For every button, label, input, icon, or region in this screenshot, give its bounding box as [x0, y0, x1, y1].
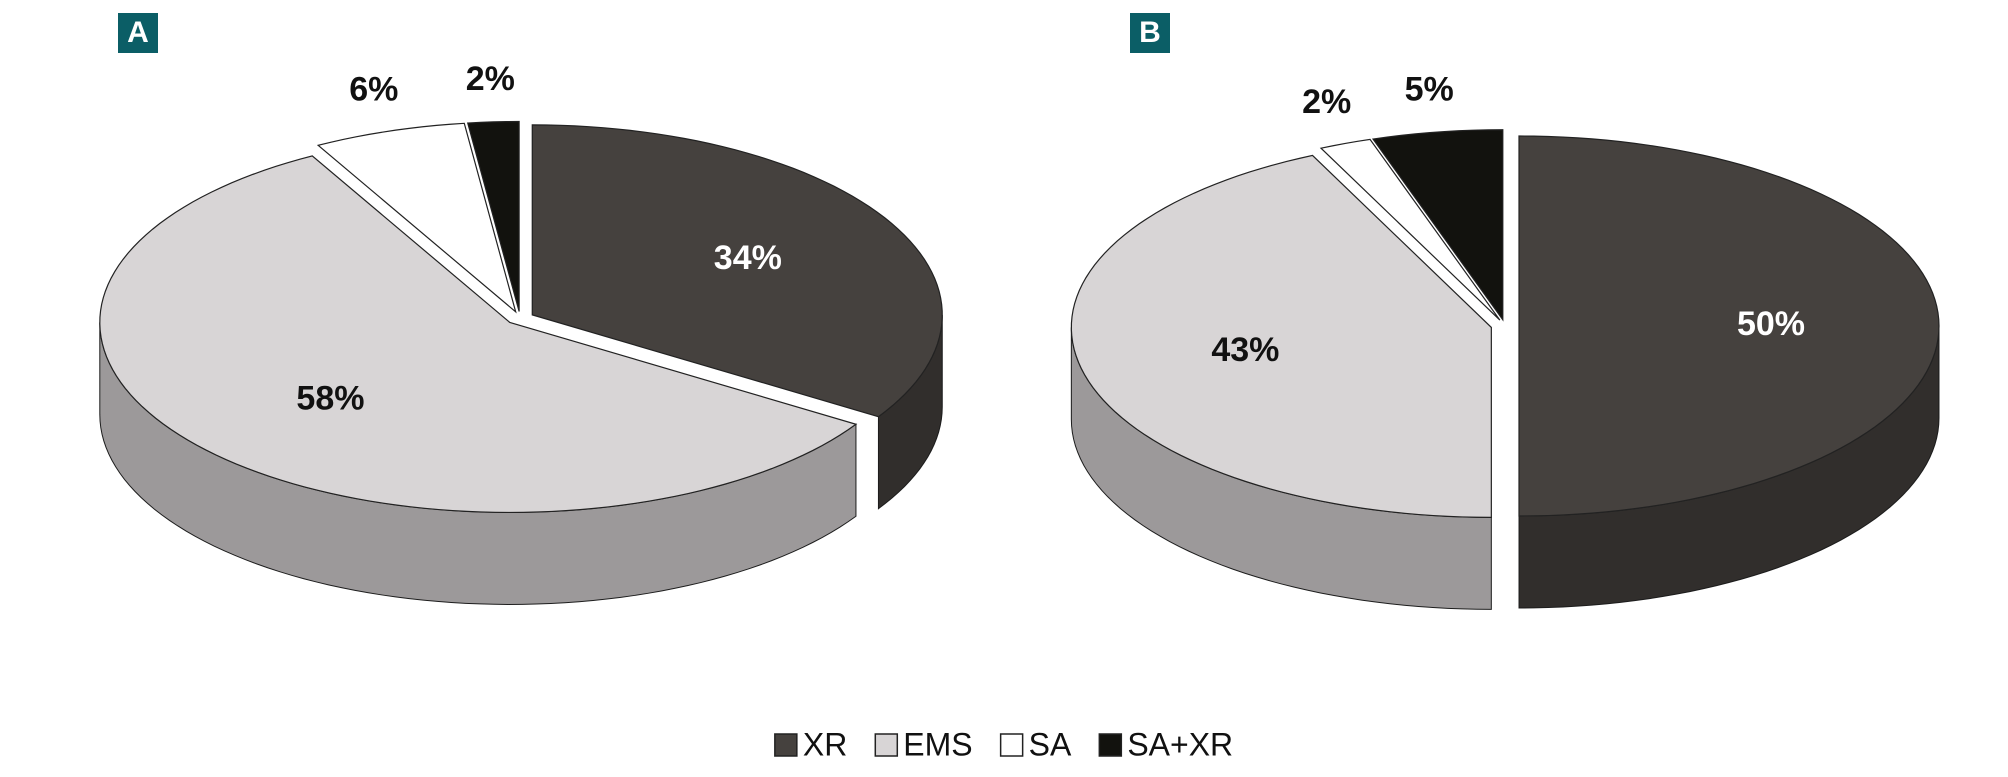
legend-label: SA+XR [1127, 726, 1233, 762]
legend-swatch [874, 733, 899, 757]
data-label: 50% [1737, 305, 1805, 343]
data-label: 6% [349, 70, 398, 108]
slice [466, 120, 520, 312]
legend-label: EMS [903, 726, 972, 762]
slice [531, 124, 943, 418]
data-label: 2% [1302, 83, 1351, 121]
slice [1518, 135, 1940, 517]
legend-label: SA [1029, 726, 1072, 762]
slice [1070, 154, 1492, 518]
data-label: 43% [1211, 331, 1279, 369]
slice-side-shade [1071, 327, 1492, 610]
slice-side-shade [1519, 326, 1939, 608]
data-label: 5% [1405, 71, 1454, 109]
panel-label: B [1139, 16, 1161, 49]
slice-side-shade [878, 314, 943, 509]
legend-swatch [999, 733, 1024, 757]
panel-label: A [127, 16, 149, 49]
slice [99, 155, 858, 514]
legend-swatch [774, 733, 798, 757]
panel-badge [1130, 13, 1170, 53]
panel-badge [118, 13, 158, 53]
slice [1319, 138, 1501, 321]
data-label: 2% [466, 60, 515, 98]
slice [1371, 129, 1504, 322]
slice [316, 122, 517, 314]
data-label: 34% [714, 239, 782, 277]
slice-side-shade [99, 322, 856, 605]
data-label: 58% [296, 379, 364, 417]
legend-swatch [1098, 733, 1123, 757]
legend-label: XR [803, 726, 847, 762]
